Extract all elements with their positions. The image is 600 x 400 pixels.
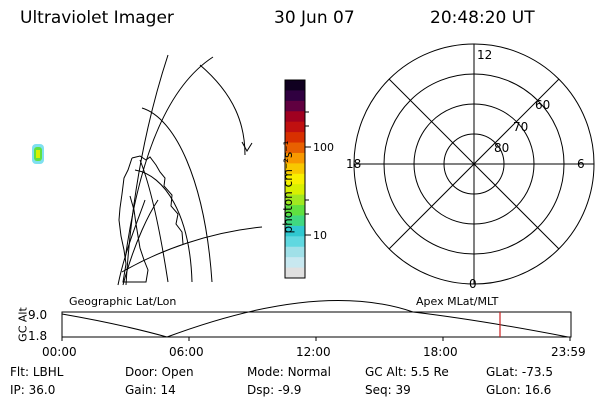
colorbar-segment <box>285 163 305 175</box>
status-glon: GLon: 16.6 <box>486 383 551 397</box>
altitude-min-label: 1.8 <box>28 329 48 343</box>
mode-value: Normal <box>287 365 331 379</box>
colorbar-segment <box>285 194 305 206</box>
time-label: 20:48:20 UT <box>430 8 535 28</box>
gain-label: Gain: <box>125 383 157 397</box>
instrument-title: Ultraviolet Imager <box>20 8 174 28</box>
dsp-label: Dsp: <box>247 383 275 397</box>
glon-label: GLon: <box>486 383 521 397</box>
glon-value: 16.6 <box>524 383 552 397</box>
glat-label: GLat: <box>486 365 519 379</box>
status-flt: Flt: LBHL <box>10 365 63 379</box>
gcalt-value: 5.5 Re <box>410 365 449 379</box>
time-tick-1200: 12:00 <box>296 345 331 359</box>
time-tick-2359: 23:59 <box>551 345 586 359</box>
door-value: Open <box>161 365 194 379</box>
time-tick-1800: 18:00 <box>423 345 458 359</box>
mode-label: Mode: <box>247 365 284 379</box>
time-tick-0000: 00:00 <box>42 345 77 359</box>
date-label: 30 Jun 07 <box>274 8 355 28</box>
ip-value: 36.0 <box>28 383 56 397</box>
mlt-12-label: 12 <box>477 48 493 62</box>
colorbar-segment <box>285 80 305 91</box>
colorbar-segment <box>285 111 305 123</box>
time-tick-0600: 06:00 <box>169 345 204 359</box>
gcalt-label: GC Alt: <box>365 365 407 379</box>
status-gcalt: GC Alt: 5.5 Re <box>365 365 449 379</box>
colorbar-segment <box>285 257 305 269</box>
colorbar-unit-label: photon cm⁻²s⁻¹ <box>281 140 295 234</box>
ip-label: IP: <box>10 383 25 397</box>
geographic-label: Geographic Lat/Lon <box>69 295 177 308</box>
colorbar-tick-100: 100 <box>313 141 334 154</box>
colorbar-segment <box>285 267 305 279</box>
seq-label: Seq: <box>365 383 392 397</box>
colorbar-segment <box>285 121 305 133</box>
aurora-emission-spot <box>32 144 44 164</box>
status-gain: Gain: 14 <box>125 383 176 397</box>
colorbar-segment <box>285 246 305 258</box>
altitude-max-label: 9.0 <box>28 308 48 322</box>
glat-value: -73.5 <box>521 365 553 379</box>
colorbar-segment <box>285 142 305 154</box>
status-dsp: Dsp: -9.9 <box>247 383 301 397</box>
status-mode: Mode: Normal <box>247 365 331 379</box>
lat-80-label: 80 <box>494 141 510 155</box>
apex-label: Apex MLat/MLT <box>416 295 499 308</box>
colorbar-segment <box>285 132 305 144</box>
lat-60-label: 60 <box>535 98 551 112</box>
seq-value: 39 <box>395 383 411 397</box>
door-label: Door: <box>125 365 158 379</box>
mlt-18-label: 18 <box>346 157 362 171</box>
status-ip: IP: 36.0 <box>10 383 55 397</box>
dsp-value: -9.9 <box>277 383 302 397</box>
polar-plot <box>353 43 595 285</box>
status-door: Door: Open <box>125 365 194 379</box>
colorbar <box>284 79 311 279</box>
status-seq: Seq: 39 <box>365 383 411 397</box>
colorbar-segment <box>285 215 305 227</box>
colorbar-segment <box>285 173 305 185</box>
colorbar-segment <box>285 100 305 112</box>
colorbar-segment <box>285 236 305 248</box>
altitude-plot <box>61 299 572 341</box>
colorbar-segment <box>285 184 305 196</box>
mlt-0-label: 0 <box>469 277 477 291</box>
gain-value: 14 <box>160 383 176 397</box>
colorbar-tick-10: 10 <box>313 229 327 242</box>
flt-value: LBHL <box>32 365 64 379</box>
status-glat: GLat: -73.5 <box>486 365 553 379</box>
colorbar-segment <box>285 205 305 216</box>
flt-label: Flt: <box>10 365 29 379</box>
geographic-map <box>117 54 263 286</box>
colorbar-segment <box>285 152 305 164</box>
lat-70-label: 70 <box>513 120 529 134</box>
mlt-6-label: 6 <box>577 157 585 171</box>
colorbar-segment <box>285 225 305 237</box>
colorbar-segment <box>285 90 305 102</box>
